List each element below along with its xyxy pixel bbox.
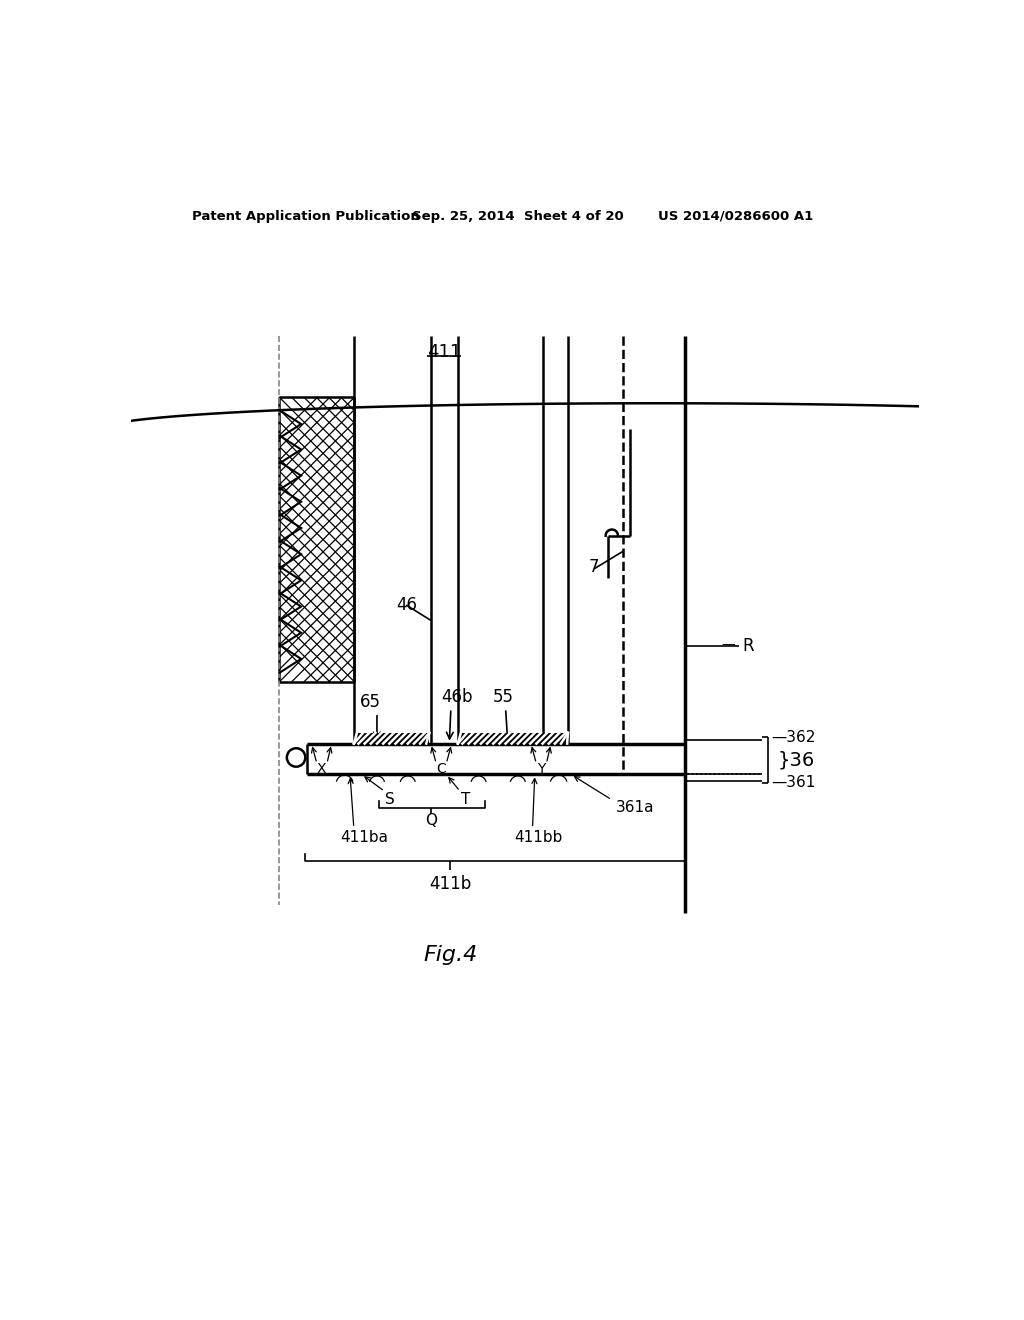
Text: Sep. 25, 2014  Sheet 4 of 20: Sep. 25, 2014 Sheet 4 of 20 xyxy=(412,210,624,223)
Text: 46: 46 xyxy=(396,597,417,614)
Text: 55: 55 xyxy=(493,689,513,706)
Text: 411b: 411b xyxy=(429,875,471,892)
Text: —361: —361 xyxy=(771,775,815,791)
Text: 7: 7 xyxy=(589,557,599,576)
Text: 361a: 361a xyxy=(615,800,654,814)
Text: 411: 411 xyxy=(427,343,462,362)
Text: 46b: 46b xyxy=(441,689,473,706)
Text: Y: Y xyxy=(537,762,545,776)
Text: Fig.4: Fig.4 xyxy=(423,945,477,965)
Text: Patent Application Publication: Patent Application Publication xyxy=(193,210,420,223)
Text: R: R xyxy=(742,636,755,655)
Text: 65: 65 xyxy=(360,693,381,711)
Text: X: X xyxy=(316,762,327,776)
Bar xyxy=(458,733,568,743)
Text: T: T xyxy=(461,792,470,807)
Bar xyxy=(280,397,354,682)
Bar xyxy=(354,733,429,743)
Text: —362: —362 xyxy=(771,730,815,744)
Text: US 2014/0286600 A1: US 2014/0286600 A1 xyxy=(658,210,813,223)
Text: C: C xyxy=(436,762,445,776)
Text: Q: Q xyxy=(425,813,437,828)
Text: 411bb: 411bb xyxy=(514,830,562,845)
Text: S: S xyxy=(385,792,395,807)
Text: 411ba: 411ba xyxy=(340,830,388,845)
Text: }36: }36 xyxy=(777,751,815,770)
Text: —: — xyxy=(721,639,735,653)
